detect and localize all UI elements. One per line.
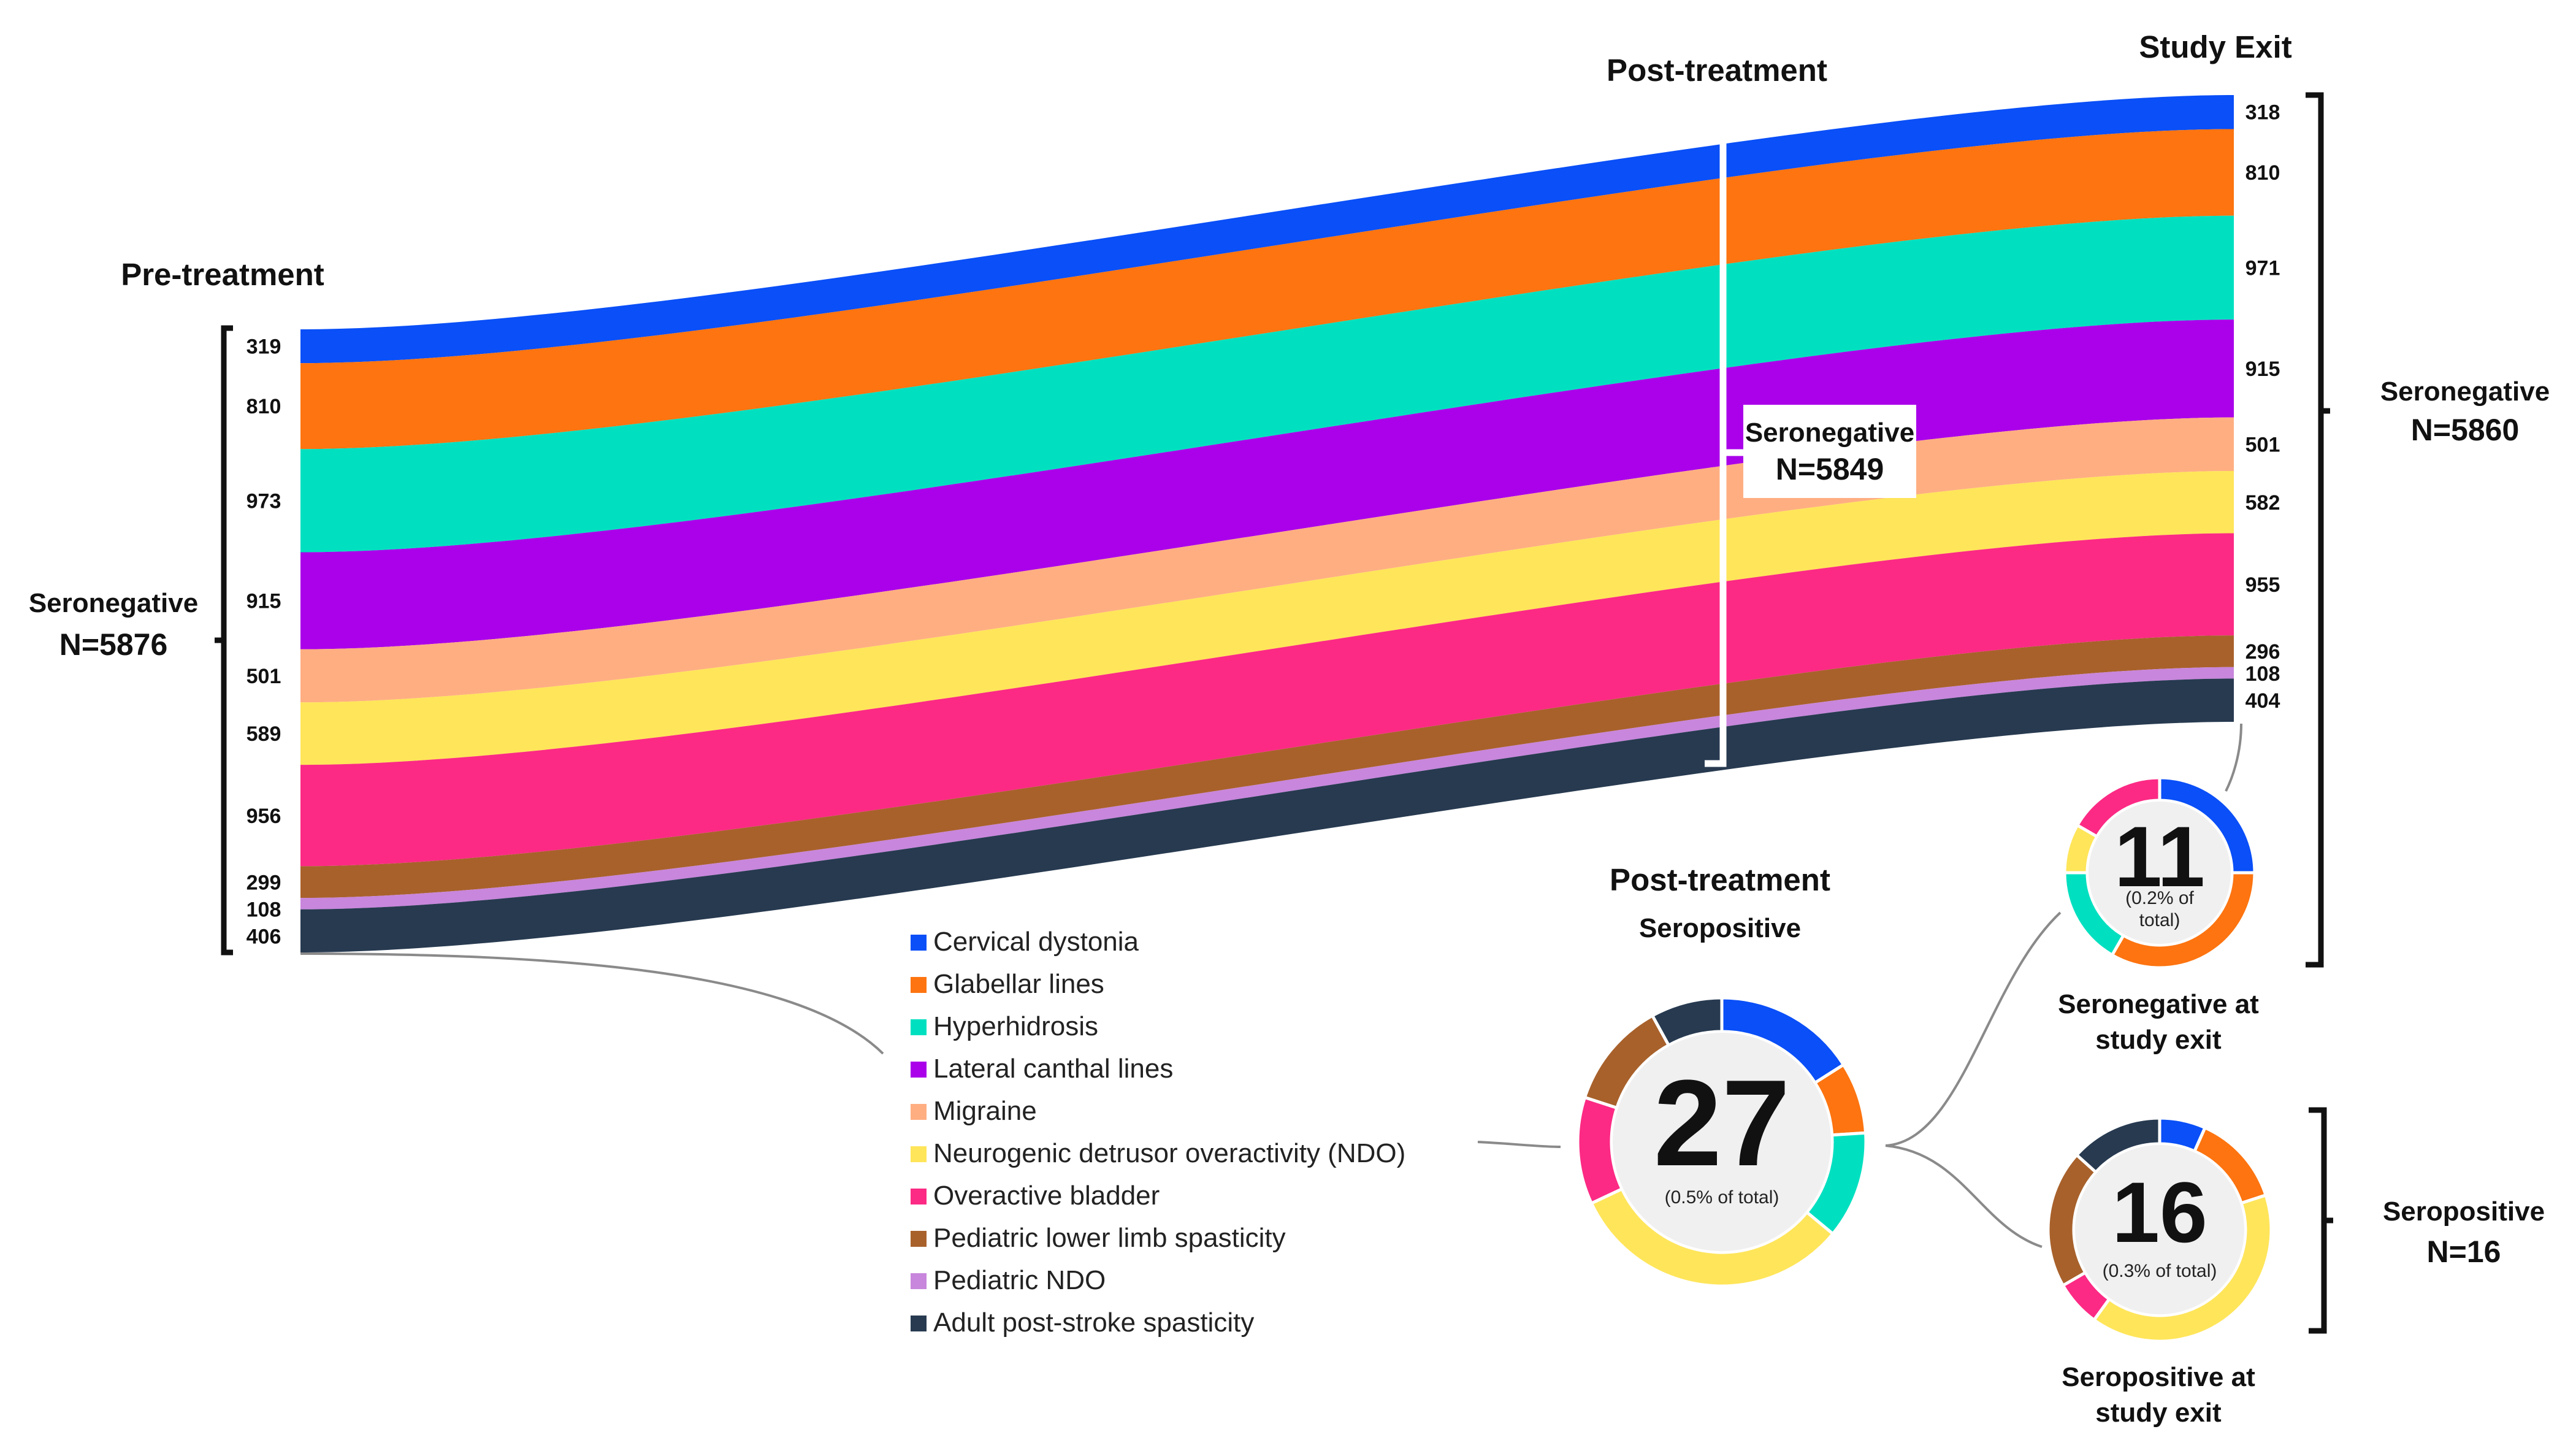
exit-bracket — [2306, 92, 2330, 968]
legend-label-migraine: Migraine — [933, 1096, 1037, 1126]
band-glabellar-lines — [300, 129, 2234, 450]
exit-value-adult-post-stroke-spasticity: 404 — [2245, 689, 2280, 713]
pre-value-glabellar-lines: 810 — [247, 395, 281, 418]
pre-treatment-header: Pre-treatment — [121, 257, 324, 292]
post-label-box — [1743, 405, 1916, 498]
band-neurogenic-detrusor-overactivity-ndo — [300, 471, 2234, 765]
seropos-exit-count: 16 — [2112, 1164, 2207, 1260]
connector-legend-to-donut — [1477, 1141, 1561, 1148]
pre-value-migraine: 501 — [247, 665, 281, 688]
seropos-exit-donut-segment-neurogenic-detrusor-overactivity-ndo — [2092, 1193, 2273, 1343]
seroneg-exit-label-2: study exit — [2095, 1025, 2222, 1055]
connector-pre-to-legend — [300, 952, 884, 1055]
connector-donut-to-seroneg — [1885, 911, 2062, 1147]
legend-label-hyperhidrosis: Hyperhidrosis — [933, 1011, 1098, 1041]
exit-value-migraine: 501 — [2245, 433, 2280, 456]
legend-swatch-overactive-bladder — [911, 1189, 927, 1204]
legend-label-cervical-dystonia: Cervical dystonia — [933, 927, 1139, 957]
donut-charts — [1576, 776, 2273, 1343]
exit-value-overactive-bladder: 955 — [2245, 573, 2280, 597]
pre-value-neurogenic-detrusor-overactivity-ndo: 589 — [247, 722, 281, 746]
pre-value-overactive-bladder: 956 — [247, 805, 281, 828]
legend-swatch-neurogenic-detrusor-overactivity-ndo — [911, 1146, 927, 1162]
legend-swatch-hyperhidrosis — [911, 1019, 927, 1035]
legend-label-lateral-canthal-lines: Lateral canthal lines — [933, 1054, 1173, 1084]
seropos-exit-donut-center — [2075, 1145, 2244, 1314]
pre-group-label: Seronegative — [29, 588, 198, 618]
legend-swatch-migraine — [911, 1104, 927, 1120]
exit-group-label: Seronegative — [2380, 377, 2550, 407]
legend: Cervical dystonia Glabellar lines Hyperhid… — [911, 927, 1405, 1338]
exit-value-cervical-dystonia: 318 — [2245, 101, 2280, 124]
flow-bands — [300, 95, 2234, 952]
exit-group-n: N=5860 — [2411, 413, 2520, 447]
post-bracket — [1705, 128, 1745, 767]
seropos-exit-note: (0.3% of total) — [2103, 1261, 2217, 1281]
seroneg-exit-label-1: Seronegative at — [2058, 989, 2259, 1019]
seropositive-section-header: Post-treatment — [1610, 862, 1830, 897]
seroneg-exit-note-2: total) — [2139, 910, 2180, 930]
pre-value-adult-post-stroke-spasticity: 406 — [247, 925, 281, 948]
legend-label-glabellar-lines: Glabellar lines — [933, 969, 1104, 999]
exit-value-pediatric-ndo: 108 — [2245, 662, 2280, 686]
band-cervical-dystonia — [300, 95, 2234, 364]
legend-swatch-pediatric-lower-limb-spasticity — [911, 1231, 927, 1247]
seropositive-donut-segment-adult-post-stroke-spasticity — [1650, 996, 1724, 1047]
pre-value-pediatric-ndo: 108 — [247, 898, 281, 921]
pre-group-n: N=5876 — [59, 627, 168, 662]
legend-label-neurogenic-detrusor-overactivity-ndo: Neurogenic detrusor overactivity (NDO) — [933, 1138, 1405, 1168]
seropositive-subheader: Seropositive — [1639, 913, 1801, 943]
seropos-bracket — [2309, 1107, 2333, 1334]
pre-value-lateral-canthal-lines: 915 — [247, 590, 281, 613]
post-treatment-header: Post-treatment — [1607, 53, 1827, 88]
pre-value-pediatric-lower-limb-spasticity: 299 — [247, 871, 281, 894]
seroneg-exit-donut-center — [2089, 802, 2231, 944]
seropositive-count: 27 — [1654, 1055, 1790, 1192]
seropos-exit-label-2: study exit — [2095, 1398, 2222, 1428]
seropos-group-label: Seropositive — [2383, 1197, 2545, 1227]
band-pediatric-lower-limb-spasticity — [300, 635, 2234, 898]
band-pediatric-ndo — [300, 667, 2234, 910]
band-lateral-canthal-lines — [300, 320, 2234, 649]
post-group-label: Seronegative — [1745, 418, 1914, 448]
exit-value-glabellar-lines: 810 — [2245, 161, 2280, 185]
pre-value-labels: 319 810 973 915 501 589 956 299 108 406 — [247, 335, 281, 949]
band-adult-post-stroke-spasticity — [300, 678, 2234, 952]
legend-label-pediatric-ndo: Pediatric NDO — [933, 1265, 1106, 1295]
band-hyperhidrosis — [300, 215, 2234, 553]
connector-donut-to-seropos — [1885, 1144, 2043, 1248]
legend-swatch-cervical-dystonia — [911, 935, 927, 951]
legend-swatch-adult-post-stroke-spasticity — [911, 1316, 927, 1331]
seroneg-exit-donut-segment-overactive-bladder — [2075, 776, 2161, 839]
seroneg-exit-count: 11 — [2114, 808, 2205, 905]
pre-value-cervical-dystonia: 319 — [247, 335, 281, 359]
exit-value-lateral-canthal-lines: 915 — [2245, 358, 2280, 381]
legend-swatch-glabellar-lines — [911, 977, 927, 993]
seropos-exit-donut-segment-adult-post-stroke-spasticity — [2074, 1116, 2161, 1174]
legend-swatch-lateral-canthal-lines — [911, 1062, 927, 1078]
exit-value-pediatric-lower-limb-spasticity: 296 — [2245, 640, 2280, 664]
exit-value-neurogenic-detrusor-overactivity-ndo: 582 — [2245, 491, 2280, 515]
seropos-group-n: N=16 — [2427, 1235, 2501, 1269]
seropositive-donut-center — [1613, 1033, 1831, 1251]
legend-label-adult-post-stroke-spasticity: Adult post-stroke spasticity — [933, 1308, 1254, 1338]
seropos-exit-label-1: Seropositive at — [2062, 1362, 2255, 1392]
exit-value-hyperhidrosis: 971 — [2245, 256, 2280, 280]
legend-label-pediatric-lower-limb-spasticity: Pediatric lower limb spasticity — [933, 1223, 1286, 1253]
band-overactive-bladder — [300, 533, 2234, 867]
legend-swatch-pediatric-ndo — [911, 1273, 927, 1289]
connector-exit-to-seroneg — [2225, 723, 2242, 792]
post-group-n: N=5849 — [1776, 452, 1884, 486]
seroneg-exit-note-1: (0.2% of — [2125, 888, 2194, 908]
pre-bracket — [215, 325, 233, 956]
pre-value-hyperhidrosis: 973 — [247, 489, 281, 513]
legend-label-overactive-bladder: Overactive bladder — [933, 1181, 1160, 1211]
seropositive-note: (0.5% of total) — [1665, 1187, 1779, 1208]
study-exit-header: Study Exit — [2139, 29, 2291, 64]
